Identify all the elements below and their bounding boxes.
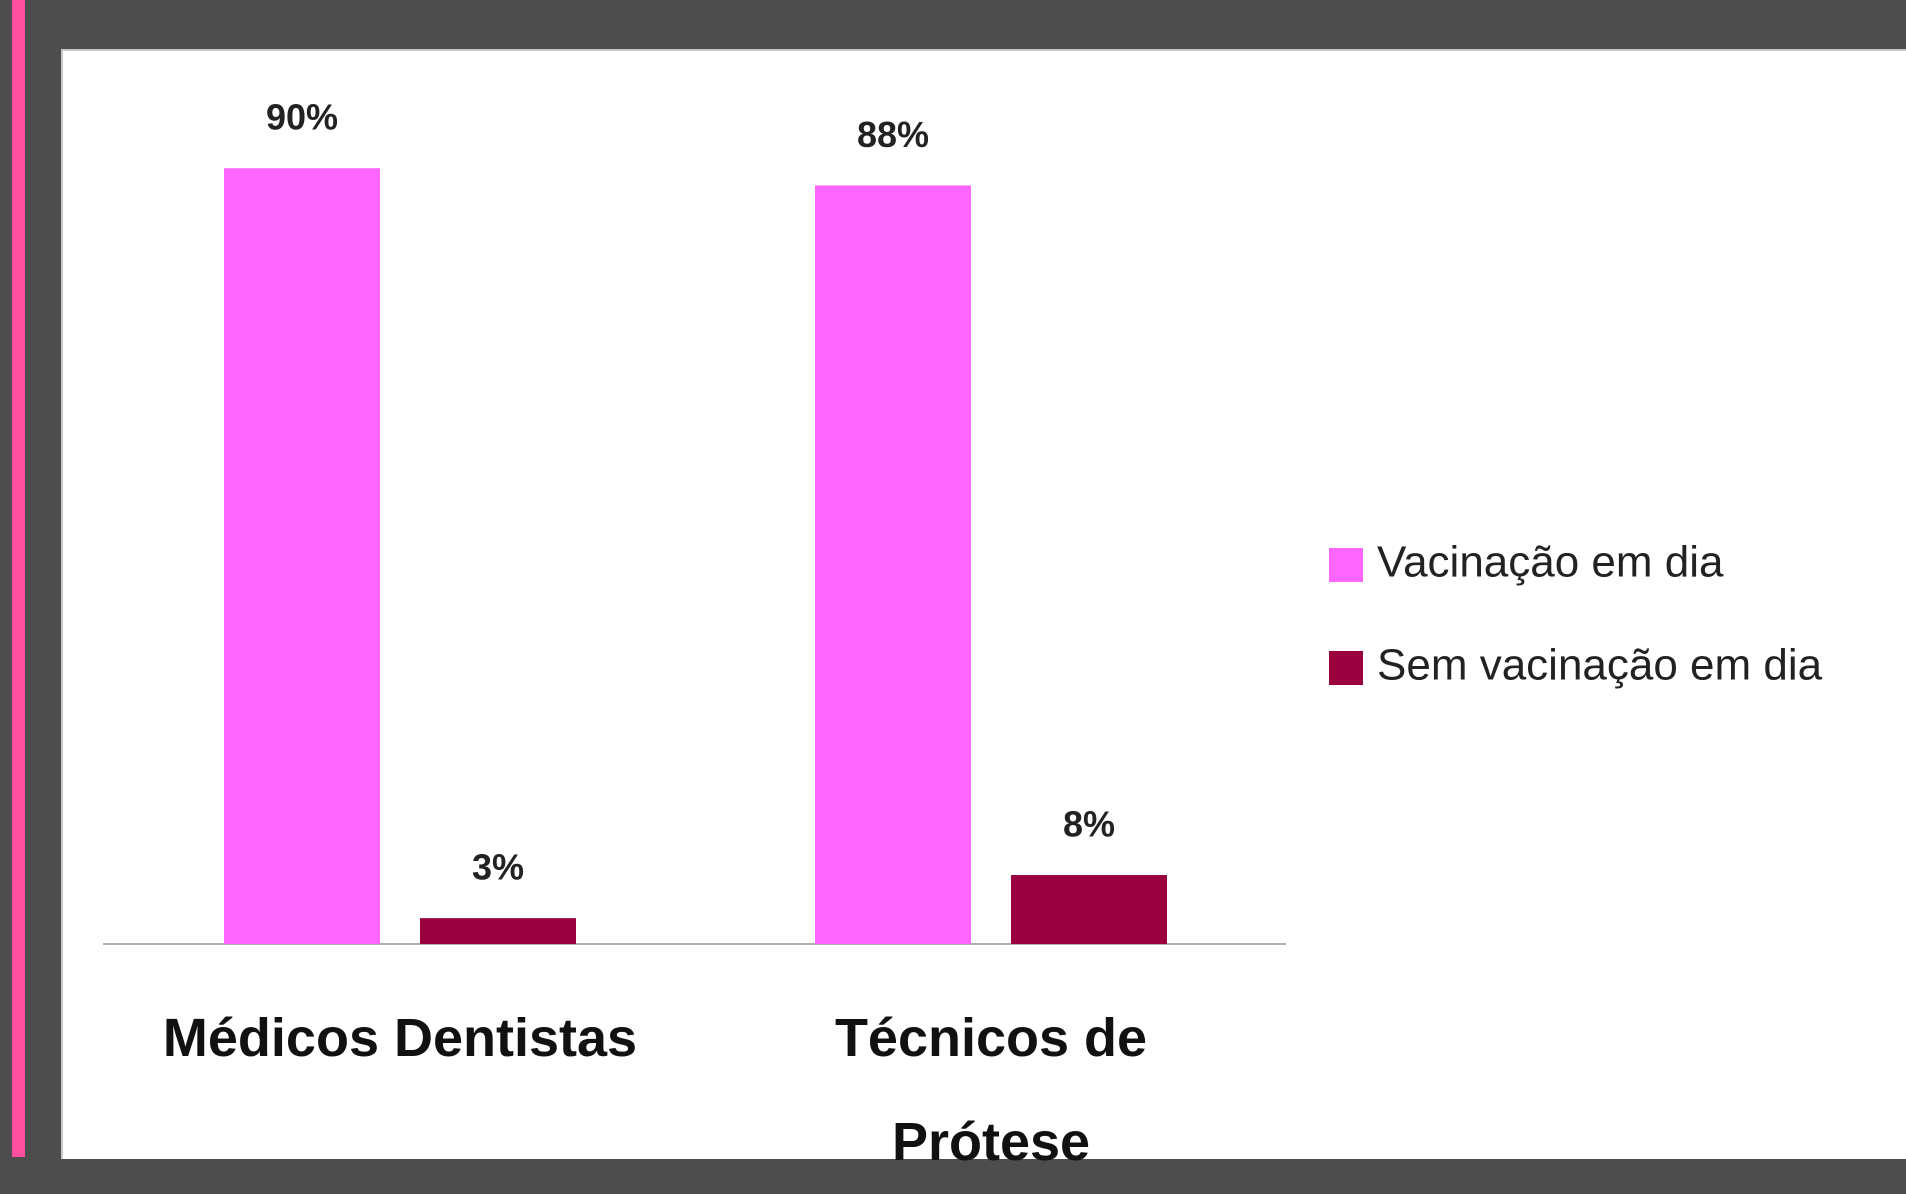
legend-label: Sem vacinação em dia	[1377, 641, 1823, 690]
legend-swatch	[1329, 548, 1363, 582]
x-tick-label: Médicos Dentistas	[162, 1008, 638, 1068]
bar	[1011, 875, 1167, 944]
bar	[224, 168, 380, 944]
bar	[420, 918, 576, 944]
legend-swatch	[1329, 651, 1363, 685]
data-label: 8%	[1063, 804, 1115, 845]
data-label: 90%	[266, 97, 338, 138]
legend-label: Vacinação em dia	[1377, 538, 1724, 587]
bar	[815, 185, 971, 944]
x-tick-label: Técnicos de Prótese	[834, 1008, 1148, 1172]
chart: 90% 88% 3% 8% Vacinação em dia Sem vacinação …	[103, 97, 1823, 945]
screen: {"chart_data": {"type": "bar", "categori…	[12, 0, 1906, 1172]
side-stripe	[12, 0, 25, 1157]
data-label: 3%	[472, 847, 524, 888]
data-label: 88%	[857, 114, 929, 155]
